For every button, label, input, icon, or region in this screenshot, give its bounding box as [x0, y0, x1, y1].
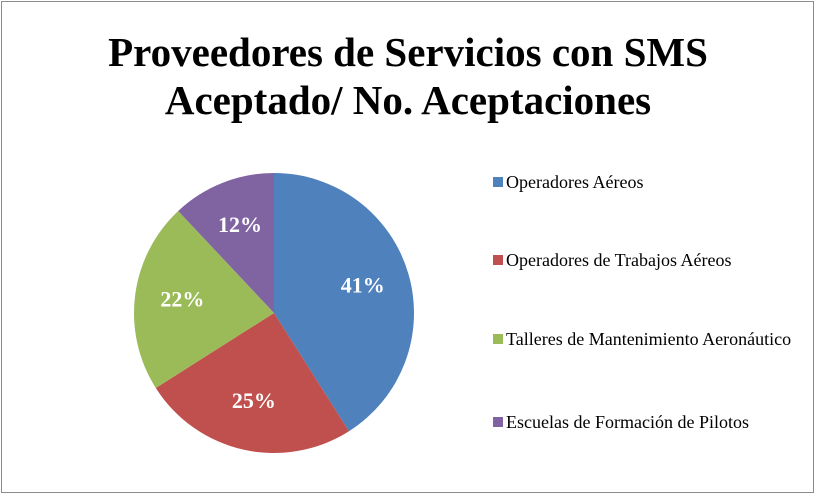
pie-slice	[178, 173, 274, 313]
pie-slice	[274, 173, 414, 432]
data-label: 22%	[160, 286, 204, 311]
pie-slice	[155, 313, 350, 453]
data-label: 41%	[341, 272, 385, 297]
data-label: 25%	[232, 388, 276, 413]
legend-label: Operadores Aéreos	[506, 172, 644, 192]
legend-item: Talleres de Mantenimiento Aeronáutico	[493, 327, 803, 351]
legend-item: Operadores de Trabajos Aéreos	[493, 248, 803, 272]
legend-swatch	[493, 177, 503, 187]
legend-label: Escuelas de Formación de Pilotos	[506, 412, 749, 432]
pie-slice	[134, 210, 274, 389]
legend-item: Operadores Aéreos	[493, 170, 803, 194]
legend-swatch	[493, 417, 503, 427]
legend-swatch	[493, 255, 503, 265]
legend-label: Operadores de Trabajos Aéreos	[506, 250, 732, 270]
data-label: 12%	[218, 212, 262, 237]
legend-label: Talleres de Mantenimiento Aeronáutico	[506, 329, 792, 349]
legend-swatch	[493, 334, 503, 344]
chart-title: Proveedores de Servicios con SMS Aceptad…	[108, 29, 708, 123]
legend-item: Escuelas de Formación de Pilotos	[493, 410, 803, 434]
